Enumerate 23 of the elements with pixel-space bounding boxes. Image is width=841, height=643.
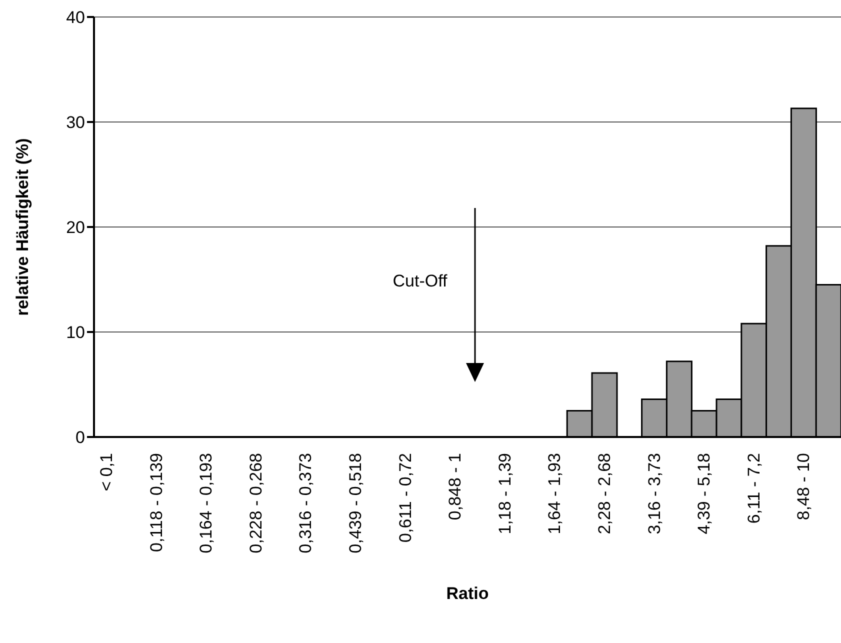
x-tick-label: 0,118 - 0,139 (146, 453, 166, 552)
y-tick-label: 10 (66, 323, 85, 342)
x-tick-label: < 0,1 (96, 453, 116, 492)
x-tick-label: 0,439 - 0,518 (346, 453, 365, 554)
y-tick-label: 20 (66, 218, 85, 238)
x-tick-label: 1,18 - 1,39 (495, 453, 514, 534)
x-tick-label: 0,316 - 0,373 (296, 453, 316, 554)
y-axis-title: relative Häufigkeit (%) (13, 138, 32, 316)
x-tick-label: 0,164 - 0,193 (196, 453, 216, 554)
y-tick-label: 40 (66, 8, 85, 28)
x-tick-label: 8,48 - 10 (794, 453, 814, 520)
x-tick-label: 0,611 - 0,72 (396, 453, 415, 542)
x-tick-label: 3,16 - 3,73 (644, 453, 664, 534)
x-tick-label: 1,64 - 1,93 (545, 453, 564, 534)
x-tick-label: 0,848 - 1 (446, 453, 465, 520)
y-tick-label: 30 (66, 113, 85, 132)
annotation: Cut-Off (392, 272, 448, 290)
x-tick-label: 0,228 - 0,268 (246, 453, 266, 554)
x-tick-label: 2,28 - 2,68 (594, 453, 614, 534)
x-tick-label: 6,11 - 7,2 (744, 453, 764, 524)
x-tick-label: 4,39 - 5,18 (694, 453, 714, 534)
x-axis-title: Ratio (446, 584, 489, 603)
y-tick-label: 0 (76, 428, 85, 448)
